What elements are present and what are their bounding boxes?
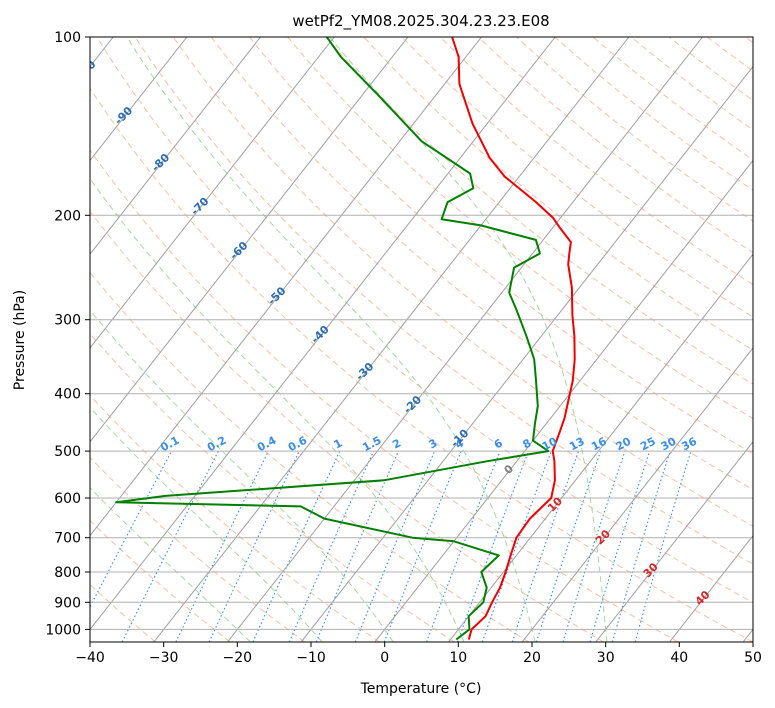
- dry-adiabat-line: [90, 87, 753, 642]
- isotherms: [90, 37, 753, 642]
- moist-adiabat-line: [126, 37, 536, 642]
- moist-adiabats: [90, 37, 608, 642]
- mixing-ratio-label: 13: [567, 435, 587, 454]
- y-tick-label: 100: [54, 30, 81, 46]
- y-tick-label: 700: [54, 531, 81, 547]
- mixing-ratio-label: 10: [540, 435, 560, 454]
- isotherm-line: [669, 534, 753, 642]
- mixing-ratio-line: [634, 450, 692, 642]
- isotherm-line: [90, 37, 261, 255]
- isotherm-line: [153, 37, 630, 642]
- mixing-ratio-line: [611, 450, 671, 642]
- isotherm-line: [300, 65, 753, 642]
- x-tick-label: −40: [75, 650, 105, 666]
- mixing-ratio-label: 25: [638, 435, 658, 454]
- sounding-series: [115, 37, 576, 641]
- dry-adiabat-line: [90, 271, 530, 642]
- moist-adiabat-line: [329, 37, 608, 642]
- moist-adiabat-line: [90, 177, 465, 642]
- isotherm-line: [448, 253, 753, 642]
- y-tick-label: 1000: [45, 622, 81, 638]
- dry-adiabat-line: [90, 520, 231, 642]
- y-tick-label: 900: [54, 595, 81, 611]
- mixing-ratio-line: [511, 450, 580, 642]
- dry-adiabat-line: [90, 456, 306, 642]
- x-tick-label: 30: [597, 650, 615, 666]
- x-tick-label: 10: [449, 650, 467, 666]
- mixing-ratio-label: 30: [659, 435, 679, 454]
- y-tick-label: 800: [54, 565, 81, 581]
- y-tick-label: 200: [54, 208, 81, 224]
- pressure-gridlines: [90, 37, 753, 630]
- mixing-ratio-line: [208, 450, 300, 642]
- isotherm-line: [227, 37, 703, 642]
- mixing-ratio-line: [252, 450, 341, 642]
- x-tick-label: 40: [670, 650, 688, 666]
- dry-adiabat-line: [210, 37, 753, 491]
- mixing-ratio-line: [562, 450, 626, 642]
- isotherm-line: [521, 347, 753, 642]
- isotherm-line: [90, 37, 409, 443]
- moist-adiabat-line: [90, 487, 251, 642]
- moist-adiabat-line: [90, 309, 394, 642]
- dry-adiabat-line: [90, 149, 679, 642]
- dry-adiabat-line: [401, 37, 753, 318]
- isotherm-line: [90, 37, 188, 162]
- x-tick-label: 50: [744, 650, 762, 666]
- isotherm-line: [90, 37, 556, 631]
- x-tick-label: −20: [223, 650, 253, 666]
- dewpoint-line: [115, 37, 550, 641]
- temperature-line: [451, 37, 576, 640]
- mixing-ratio-line: [481, 450, 552, 642]
- mixing-ratio-label: 20: [614, 435, 634, 454]
- x-tick-label: 0: [380, 650, 389, 666]
- mixing-ratio-line: [175, 450, 269, 642]
- mixing-ratio-line: [589, 450, 651, 642]
- x-tick-label: −30: [149, 650, 179, 666]
- y-tick-label: 400: [54, 387, 81, 403]
- x-axis: −40 −30 −20 −10 0 10 20 30 40 50: [75, 642, 762, 666]
- isotherm-line: [595, 441, 753, 642]
- mixing-ratio-label: 36: [679, 435, 699, 454]
- dry-adiabat-line: [363, 37, 753, 351]
- mixing-ratio-label: 16: [589, 435, 609, 454]
- y-axis-label: Pressure (hPa): [12, 290, 28, 390]
- x-tick-label: 20: [523, 650, 541, 666]
- mixing-ratio-line: [354, 450, 436, 642]
- y-axis: 100 200 300 400 500 600 700 800 900 1000: [45, 30, 90, 638]
- dry-adiabat-line: [90, 210, 604, 642]
- chart-title: wetPf2_YM08.2025.304.23.23.E08: [292, 12, 549, 31]
- y-tick-label: 500: [54, 444, 81, 460]
- dry-adiabat-line: [249, 37, 753, 455]
- plot-frame: [89, 36, 754, 643]
- dry-adiabat-line: [134, 37, 753, 565]
- dry-adiabat-line: [554, 37, 753, 191]
- dry-adiabat-line: [90, 332, 455, 642]
- y-tick-label: 300: [54, 313, 81, 329]
- x-tick-label: −10: [296, 650, 326, 666]
- dry-adiabats: [90, 37, 753, 642]
- isotherm-line: [90, 37, 335, 349]
- isotherm-line: [90, 37, 482, 537]
- x-axis-label: Temperature (°C): [360, 681, 482, 697]
- y-tick-label: 600: [54, 491, 81, 507]
- mixing-ratio-line: [315, 450, 399, 642]
- dry-adiabat-line: [172, 37, 753, 527]
- dry-adiabat-line: [592, 37, 753, 161]
